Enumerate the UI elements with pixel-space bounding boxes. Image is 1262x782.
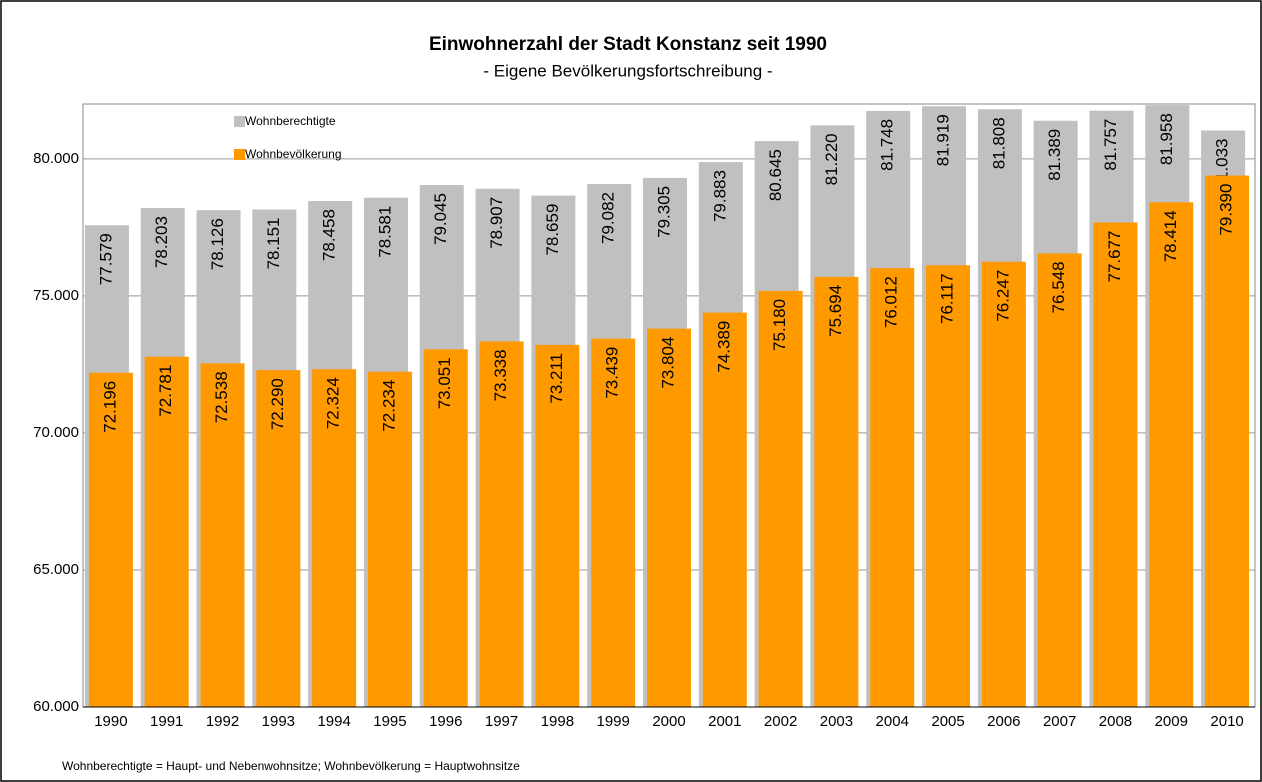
legend-label: Wohnbevölkerung <box>245 147 342 161</box>
value-label: 78.907 <box>487 197 506 249</box>
bar <box>256 370 301 707</box>
value-label: 81.808 <box>989 117 1008 169</box>
value-label: 78.203 <box>152 216 171 268</box>
value-label: 78.458 <box>320 209 339 261</box>
value-label: 73.051 <box>435 357 454 409</box>
y-tick-label: 60.000 <box>33 698 79 715</box>
value-label: 73.439 <box>603 347 622 399</box>
value-label: 79.045 <box>431 193 450 245</box>
x-tick-label: 1997 <box>485 713 518 730</box>
legend-swatch <box>234 116 245 127</box>
value-label: 72.324 <box>324 377 343 429</box>
y-tick-label: 75.000 <box>33 287 79 304</box>
bar <box>312 369 357 707</box>
value-label: 72.538 <box>212 371 231 423</box>
x-tick-label: 2001 <box>708 713 741 730</box>
value-label: 79.390 <box>1217 184 1236 236</box>
bar <box>981 261 1026 707</box>
value-label: 81.958 <box>1157 113 1176 165</box>
bar <box>144 356 189 707</box>
value-label: 79.883 <box>710 170 729 222</box>
bar <box>88 372 133 707</box>
x-tick-label: 2004 <box>876 713 909 730</box>
bar <box>647 328 691 707</box>
value-label: 78.414 <box>1161 210 1180 262</box>
bar <box>367 371 412 707</box>
bar <box>200 363 245 707</box>
x-tick-label: 2000 <box>652 713 685 730</box>
legend-label: Wohnberechtigte <box>245 114 336 128</box>
x-tick-label: 1999 <box>597 713 630 730</box>
bar <box>535 344 580 707</box>
x-tick-label: 1991 <box>150 713 183 730</box>
value-label: 73.338 <box>491 349 510 401</box>
value-label: 73.211 <box>547 353 566 404</box>
x-tick-label: 1998 <box>541 713 574 730</box>
y-tick-label: 70.000 <box>33 424 79 441</box>
value-label: 73.804 <box>658 337 677 389</box>
bar <box>870 268 915 707</box>
x-tick-label: 1994 <box>317 713 350 730</box>
value-label: 75.694 <box>826 285 845 337</box>
bar <box>702 312 747 707</box>
bar <box>1205 175 1250 707</box>
value-label: 81.389 <box>1045 129 1064 181</box>
bar <box>591 338 636 707</box>
x-tick-label: 1995 <box>373 713 406 730</box>
value-label: 76.012 <box>882 276 901 328</box>
x-tick-label: 2007 <box>1043 713 1076 730</box>
legend-swatch <box>234 149 245 160</box>
bar <box>926 265 971 707</box>
value-label: 74.389 <box>714 321 733 373</box>
value-label: 77.677 <box>1105 230 1124 282</box>
value-label: 81.220 <box>822 133 841 185</box>
value-label: 72.781 <box>156 365 175 417</box>
value-label: 78.126 <box>208 218 227 270</box>
value-label: 72.196 <box>100 381 119 433</box>
value-label: 76.247 <box>993 270 1012 322</box>
value-label: 78.659 <box>543 204 562 256</box>
x-tick-label: 2003 <box>820 713 853 730</box>
value-label: 72.290 <box>268 378 287 430</box>
bar <box>814 276 859 707</box>
value-label: 78.151 <box>264 217 283 269</box>
x-tick-label: 2010 <box>1210 713 1243 730</box>
x-tick-label: 1996 <box>429 713 462 730</box>
value-label: 81.757 <box>1101 119 1120 171</box>
bar <box>479 341 524 707</box>
x-tick-label: 1992 <box>206 713 239 730</box>
value-label: 72.234 <box>379 380 398 432</box>
chart-title: Einwohnerzahl der Stadt Konstanz seit 19… <box>429 34 827 55</box>
x-tick-label: 2005 <box>931 713 964 730</box>
x-tick-label: 2006 <box>987 713 1020 730</box>
x-tick-label: 2008 <box>1099 713 1132 730</box>
x-tick-label: 2002 <box>764 713 797 730</box>
bar <box>1093 222 1138 707</box>
value-label: 76.548 <box>1049 261 1068 313</box>
value-label: 75.180 <box>770 299 789 351</box>
y-tick-label: 65.000 <box>33 561 79 578</box>
value-label: 81.748 <box>878 119 897 171</box>
value-label: 79.305 <box>654 186 673 238</box>
bar <box>1149 202 1194 707</box>
value-label: 80.645 <box>766 149 785 201</box>
bar <box>423 349 468 707</box>
bar <box>758 290 803 707</box>
value-label: 76.117 <box>938 273 957 324</box>
footnote: Wohnberechtigte = Haupt- und Nebenwohnsi… <box>62 759 520 773</box>
bar <box>1037 253 1082 707</box>
x-tick-label: 2009 <box>1155 713 1188 730</box>
value-label: 78.581 <box>375 206 394 258</box>
y-tick-label: 80.000 <box>33 150 79 167</box>
x-tick-label: 1990 <box>94 713 127 730</box>
chart-subtitle: - Eigene Bevölkerungsfortschreibung - <box>483 61 772 80</box>
value-label: 77.579 <box>96 233 115 285</box>
value-label: 79.082 <box>599 192 618 244</box>
x-tick-label: 1993 <box>262 713 295 730</box>
value-label: 81.919 <box>934 114 953 166</box>
